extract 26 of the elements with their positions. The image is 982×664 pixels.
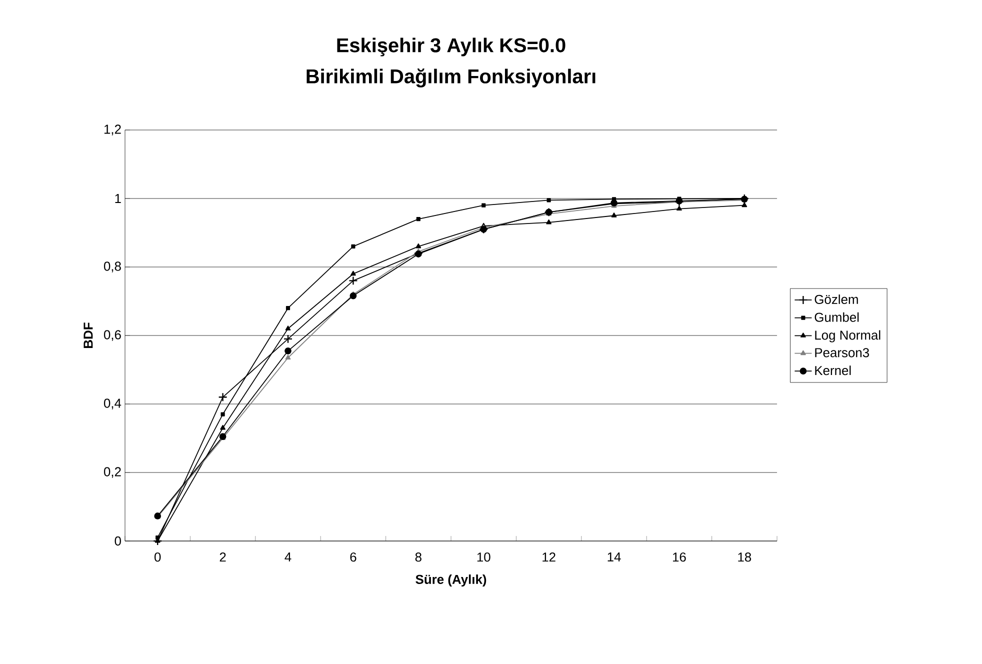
legend-label: Gumbel xyxy=(814,312,859,322)
x-tick-label: 14 xyxy=(608,552,621,562)
x-tick-label: 16 xyxy=(672,552,686,562)
y-tick-label: 0,4 xyxy=(104,398,122,410)
chart-subtitle: Birikimli Dağılım Fonksiyonları xyxy=(306,68,596,88)
chart-title: Eskişehir 3 Aylık KS=0.0 xyxy=(337,38,566,56)
x-tick-label: 12 xyxy=(542,552,556,562)
y-tick-label: 1,2 xyxy=(104,124,121,136)
x-tick-label: 6 xyxy=(350,552,356,562)
y-axis-title: BDF xyxy=(84,322,93,348)
x-tick-label: 4 xyxy=(284,552,292,562)
legend-label: Pearson3 xyxy=(815,348,870,358)
y-tick-label: 0 xyxy=(114,536,121,546)
x-tick-label: 2 xyxy=(220,552,226,562)
x-tick-label: 8 xyxy=(415,552,422,562)
x-tick-label: 0 xyxy=(154,552,161,562)
x-axis-title: Süre (Aylık) xyxy=(416,574,486,587)
x-tick-label: 10 xyxy=(477,552,490,562)
y-tick-label: 0,6 xyxy=(104,330,121,341)
legend-label: Gözlem xyxy=(814,294,858,304)
legend-label: Log Normal xyxy=(815,330,880,342)
y-tick-label: 0,8 xyxy=(104,262,121,272)
y-tick-label: 1 xyxy=(115,194,121,203)
legend-label: Kernel xyxy=(815,366,851,376)
y-tick-label: 0,2 xyxy=(104,467,121,478)
x-tick-label: 18 xyxy=(738,552,752,562)
